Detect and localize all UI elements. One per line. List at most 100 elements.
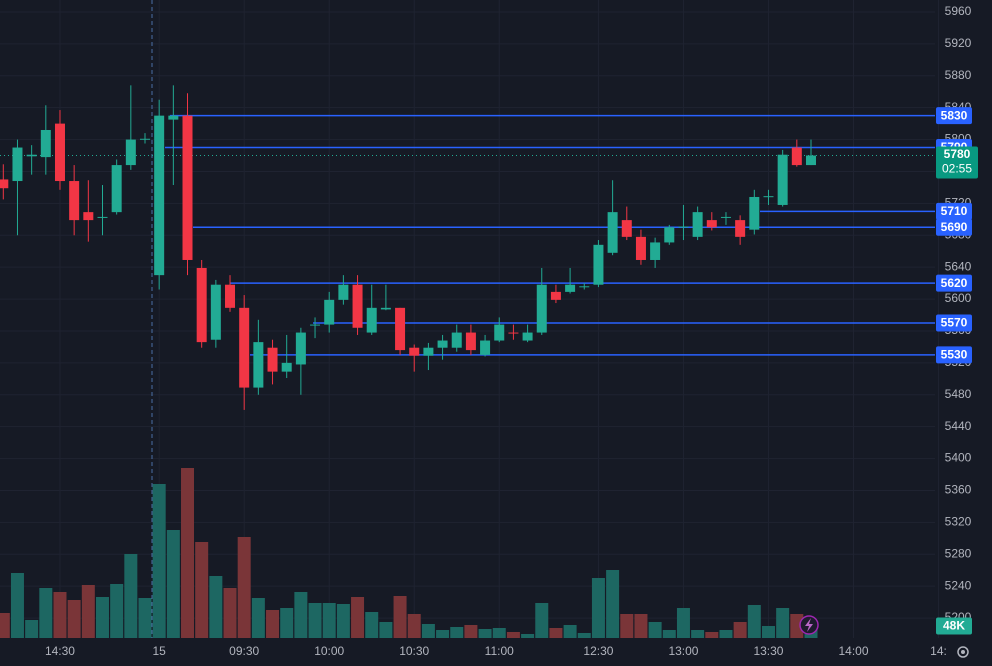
candle-body xyxy=(565,284,576,292)
volume-bar xyxy=(251,598,265,638)
candle-body xyxy=(621,220,632,237)
volume-bar xyxy=(705,632,719,638)
volume-bar xyxy=(719,630,733,638)
volume-bar xyxy=(577,633,591,638)
volume-bar xyxy=(606,570,620,638)
y-tick-label: 5280 xyxy=(945,546,972,560)
y-tick-label: 5240 xyxy=(945,578,972,592)
volume-bar xyxy=(761,626,775,638)
candle-body xyxy=(54,123,65,182)
volume-bar xyxy=(336,604,350,638)
volume-bar xyxy=(351,597,365,638)
volume-bar xyxy=(39,588,53,638)
candle-body xyxy=(508,332,519,334)
volume-bar xyxy=(10,573,24,638)
price-line-label: 5570 xyxy=(941,316,968,330)
volume-bar xyxy=(322,603,336,638)
price-line-label: 5710 xyxy=(941,204,968,218)
volume-bar xyxy=(521,634,535,638)
volume-bar xyxy=(691,630,705,638)
candle-body xyxy=(0,179,9,189)
price-line-badge xyxy=(936,218,972,236)
candle-body xyxy=(635,236,646,260)
y-tick-label: 5920 xyxy=(945,36,972,50)
y-tick-label: 5640 xyxy=(945,259,972,273)
volume-bar xyxy=(676,608,690,638)
y-tick-label: 5320 xyxy=(945,515,972,529)
candle-body xyxy=(494,324,505,341)
candle-body xyxy=(451,332,462,348)
candle-body xyxy=(720,216,731,218)
candle-body xyxy=(409,347,420,356)
y-tick-label: 5880 xyxy=(945,68,972,82)
countdown-label: 02:55 xyxy=(942,162,972,176)
volume-bar xyxy=(563,625,577,638)
volume-bar xyxy=(138,598,152,638)
volume-bar xyxy=(53,592,67,638)
price-line-badge xyxy=(936,274,972,292)
candle-body xyxy=(97,216,108,218)
price-line-label: 5530 xyxy=(941,348,968,362)
candle-body xyxy=(763,196,774,198)
volume-bar xyxy=(280,608,294,638)
volume-layer xyxy=(0,468,818,638)
x-tick-label: 09:30 xyxy=(229,644,259,658)
candle-body xyxy=(253,342,264,388)
volume-bar xyxy=(492,628,506,638)
candle-body xyxy=(324,299,335,325)
volume-bar xyxy=(776,608,790,638)
candle-body xyxy=(125,139,136,166)
candle-body xyxy=(735,220,746,237)
y-tick-label: 5360 xyxy=(945,483,972,497)
volume-bar xyxy=(379,622,393,638)
candle-body xyxy=(777,154,788,205)
volume-bar xyxy=(25,620,39,638)
candle-body xyxy=(465,332,476,351)
candle-body xyxy=(522,332,533,341)
price-line-label: 5690 xyxy=(941,220,968,234)
volume-bar xyxy=(620,614,634,638)
volume-bar xyxy=(662,630,676,638)
candle-body xyxy=(650,242,661,260)
candle-body xyxy=(12,147,23,182)
volume-bar xyxy=(506,632,520,638)
x-tick-label: 11:00 xyxy=(485,644,514,658)
volume-bar xyxy=(535,603,549,638)
candle-body xyxy=(395,307,406,351)
x-tick-label: 14:00 xyxy=(838,644,868,658)
y-tick-label: 5400 xyxy=(945,451,972,465)
volume-bar xyxy=(110,584,124,638)
volume-bar xyxy=(195,542,209,638)
candle-body xyxy=(678,226,689,228)
volume-bar xyxy=(67,600,81,638)
price-line-label: 5620 xyxy=(941,276,968,290)
y-tick-label: 5480 xyxy=(945,387,972,401)
candle-body xyxy=(536,284,547,333)
candle-body xyxy=(366,307,377,333)
y-tick-label: 5440 xyxy=(945,419,972,433)
candle-body xyxy=(550,291,561,300)
candle-body xyxy=(182,115,193,260)
candle-body xyxy=(111,165,122,213)
candle-body xyxy=(140,138,150,140)
price-line-badge xyxy=(936,346,972,364)
candle-body xyxy=(281,362,292,372)
lightning-icon[interactable] xyxy=(799,615,819,635)
candle-body xyxy=(380,307,391,310)
volume-bar xyxy=(747,605,761,638)
candle-body xyxy=(423,347,434,356)
candle-body xyxy=(607,212,618,253)
x-tick-label: 10:00 xyxy=(314,644,344,658)
candle-body xyxy=(749,196,760,230)
volume-bar xyxy=(209,576,223,638)
volume-label: 48K xyxy=(943,619,965,633)
volume-bar xyxy=(648,622,662,638)
x-tick-label: 13:30 xyxy=(753,644,783,658)
volume-badge xyxy=(936,617,972,635)
candle-body xyxy=(480,340,491,355)
settings-icon[interactable] xyxy=(957,646,969,658)
volume-bar xyxy=(549,628,563,638)
volume-bar xyxy=(124,554,138,638)
candle-body xyxy=(352,284,363,328)
